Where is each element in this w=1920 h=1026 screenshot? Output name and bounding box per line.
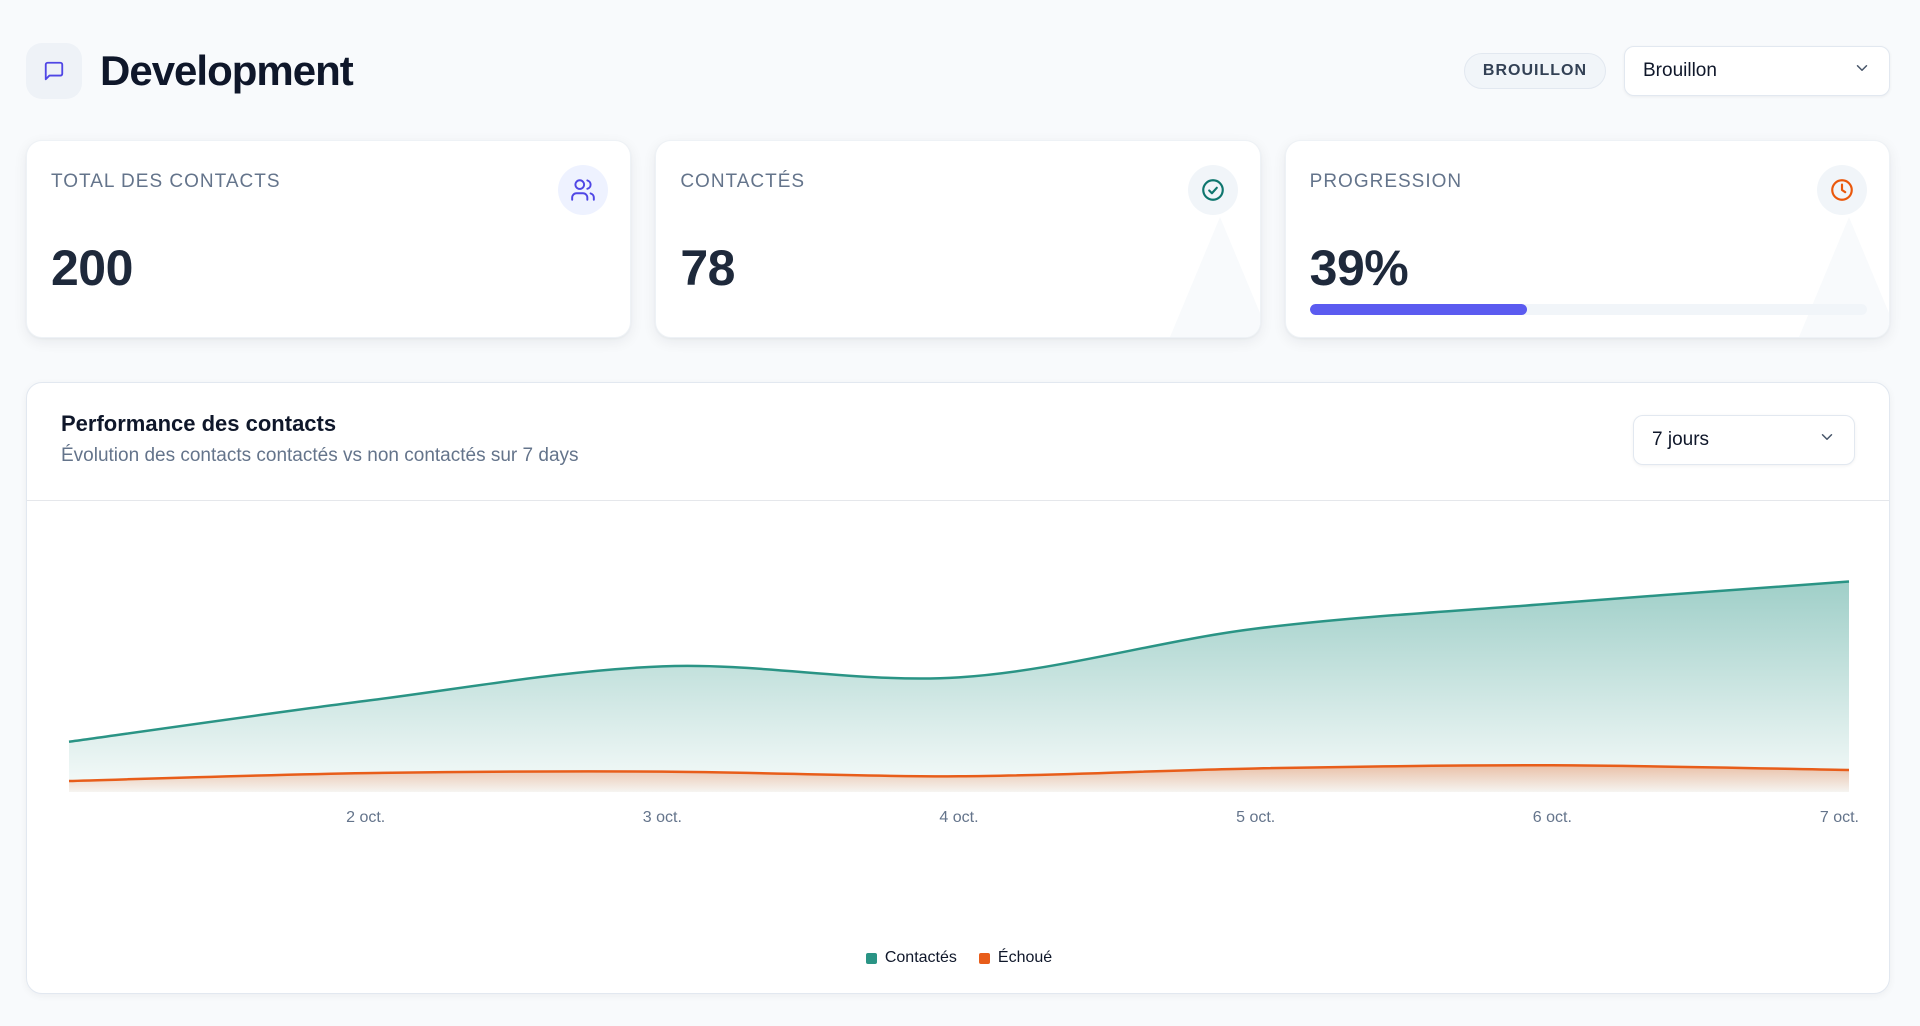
x-tick-label: 2 oct.	[346, 809, 385, 826]
title-group: Development	[26, 43, 354, 99]
panel-title: Performance des contacts	[61, 411, 337, 436]
chevron-down-icon	[1853, 59, 1871, 83]
card-value: 39%	[1309, 240, 1409, 296]
status-select-value: Brouillon	[1643, 60, 1717, 81]
legend-label: Échoué	[997, 949, 1053, 966]
card-progression: PROGRESSION 39%	[1284, 140, 1890, 338]
legend-item[interactable]: Échoué	[978, 949, 1053, 967]
chart-legend: Contactés Échoué	[27, 949, 1889, 967]
panel-subtitle: Évolution des contacts contactés vs non …	[61, 445, 579, 466]
legend-swatch	[865, 952, 877, 964]
series-line-1	[68, 764, 1850, 783]
card-decoration	[1798, 217, 1889, 337]
range-select-value: 7 jours	[1652, 429, 1710, 450]
card-label: TOTAL DES CONTACTS	[51, 171, 281, 192]
x-tick-label: 3 oct.	[643, 809, 682, 826]
chart-svg: 2 oct. 3 oct. 4 oct. 5 oct. 6 oct. 7 oct.	[68, 580, 1859, 826]
page-header: Development BROUILLON Brouillon	[26, 38, 1890, 104]
status-select[interactable]: Brouillon	[1624, 46, 1890, 96]
check-circle-icon	[1187, 165, 1238, 215]
clock-icon	[1816, 165, 1867, 215]
performance-chart: 2 oct. 3 oct. 4 oct. 5 oct. 6 oct. 7 oct. Con…	[27, 501, 1889, 993]
card-value: 200	[51, 240, 133, 296]
card-label: CONTACTÉS	[680, 171, 806, 192]
chevron-down-icon	[1818, 428, 1836, 452]
legend-label: Contactés	[884, 949, 957, 966]
series-area-0	[69, 581, 1849, 792]
progress-bar	[1309, 304, 1867, 315]
page-title: Development	[100, 47, 354, 94]
x-tick-label: 6 oct.	[1533, 809, 1572, 826]
x-tick-label: 4 oct.	[939, 809, 978, 826]
card-total-contacts: TOTAL DES CONTACTS 200	[26, 140, 632, 338]
card-contacted: CONTACTÉS 78	[655, 140, 1261, 338]
panel-header: Performance des contacts Évolution des c…	[27, 383, 1889, 501]
stat-cards: TOTAL DES CONTACTS 200 CONTACTÉS 78 PROG…	[26, 140, 1890, 338]
legend-swatch	[978, 952, 990, 964]
performance-panel: Performance des contacts Évolution des c…	[26, 382, 1890, 994]
users-icon	[558, 165, 609, 215]
status-badge: BROUILLON	[1463, 53, 1606, 89]
x-tick-label: 5 oct.	[1236, 809, 1275, 826]
legend-item[interactable]: Contactés	[865, 949, 957, 967]
header-actions: BROUILLON Brouillon	[1463, 46, 1890, 96]
message-square-icon	[26, 43, 82, 99]
card-label: PROGRESSION	[1309, 171, 1463, 192]
card-value: 78	[680, 240, 735, 296]
series-line-0	[68, 580, 1850, 743]
x-tick-label: 7 oct.	[1820, 809, 1859, 826]
progress-fill	[1309, 304, 1527, 315]
card-decoration	[1169, 217, 1260, 337]
range-select[interactable]: 7 jours	[1633, 415, 1855, 465]
